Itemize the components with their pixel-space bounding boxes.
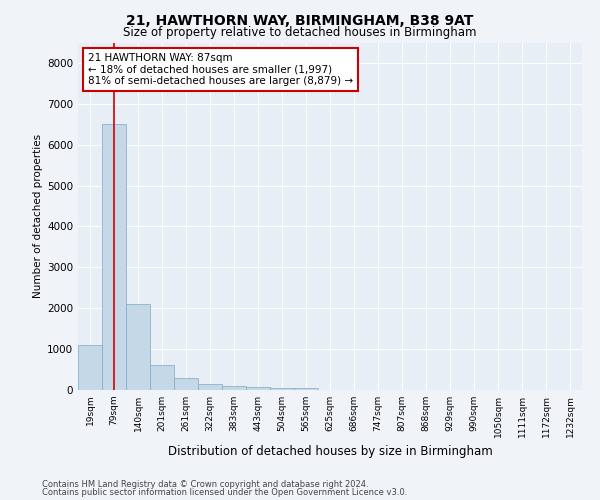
Bar (270, 388, 294, 390)
Y-axis label: Number of detached properties: Number of detached properties (33, 134, 43, 298)
Text: 21 HAWTHORN WAY: 87sqm
← 18% of detached houses are smaller (1,997)
81% of semi-: 21 HAWTHORN WAY: 87sqm ← 18% of detached… (88, 53, 353, 86)
Bar (174, 378, 198, 390)
X-axis label: Distribution of detached houses by size in Birmingham: Distribution of detached houses by size … (167, 446, 493, 458)
Text: Contains public sector information licensed under the Open Government Licence v3: Contains public sector information licen… (42, 488, 407, 497)
Bar (102, 124, 126, 390)
Bar (294, 388, 318, 390)
Bar (150, 366, 174, 390)
Bar (246, 387, 270, 390)
Text: 21, HAWTHORN WAY, BIRMINGHAM, B38 9AT: 21, HAWTHORN WAY, BIRMINGHAM, B38 9AT (127, 14, 473, 28)
Text: Size of property relative to detached houses in Birmingham: Size of property relative to detached ho… (123, 26, 477, 39)
Bar (126, 304, 150, 390)
Text: Contains HM Land Registry data © Crown copyright and database right 2024.: Contains HM Land Registry data © Crown c… (42, 480, 368, 489)
Bar (198, 384, 222, 390)
Bar (78, 345, 102, 390)
Bar (222, 386, 246, 390)
